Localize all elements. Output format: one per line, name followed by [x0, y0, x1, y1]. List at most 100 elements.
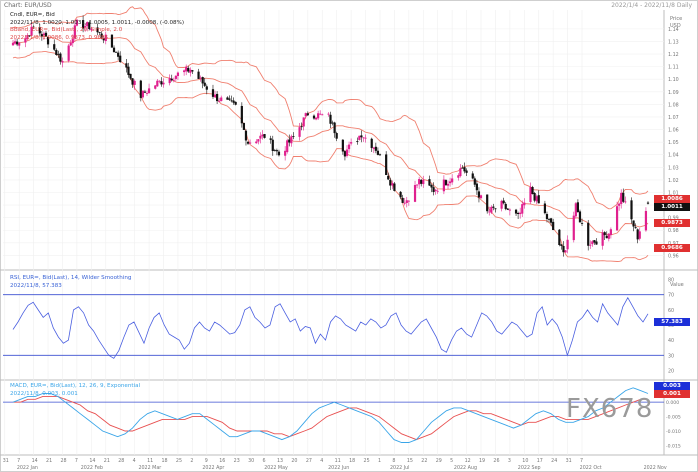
price-tick-label: 1.08: [668, 102, 679, 108]
price-tick-label: 0.98: [668, 228, 679, 234]
candle-body: [370, 138, 373, 148]
candle-body: [587, 222, 590, 246]
candle-body: [341, 139, 344, 152]
price-tick-label: 0.96: [668, 253, 679, 259]
candle-body: [244, 130, 248, 141]
candle-body: [479, 195, 483, 199]
candle-body: [216, 93, 219, 102]
x-month-label: 2022 Jun: [328, 465, 349, 471]
candle-body: [430, 184, 433, 188]
candle-body: [61, 61, 64, 63]
candle-body: [28, 35, 31, 37]
candle-body: [362, 137, 365, 139]
candle-body: [53, 44, 56, 50]
candle-body: [490, 206, 493, 213]
candle-body: [422, 179, 425, 185]
candle-body: [18, 42, 21, 46]
candle-body: [131, 78, 134, 85]
price-tick-label: 1.03: [668, 165, 679, 171]
candle-body: [242, 122, 246, 130]
rsi-tick-label: 50: [668, 323, 674, 329]
candle-body: [232, 100, 235, 103]
candle-body: [127, 66, 130, 75]
candle-body: [160, 81, 163, 85]
candle-body: [434, 189, 437, 191]
candle-body: [55, 50, 58, 55]
candle-body: [459, 168, 462, 177]
candle-body: [57, 53, 60, 55]
x-tick-label: 2: [190, 458, 193, 464]
candle-body: [632, 220, 635, 227]
x-month-label: 2022 Oct: [580, 465, 602, 471]
price-tick-label: 0.99: [668, 216, 679, 222]
bband-lower-line: [12, 51, 649, 262]
candle-body: [356, 141, 359, 142]
candle-body: [477, 191, 481, 198]
macd-value-label: 0.003: [654, 382, 690, 390]
candle-body: [378, 154, 382, 156]
x-tick-label: 11: [147, 458, 153, 464]
candle-body: [119, 55, 122, 63]
x-tick-label: 7: [580, 458, 583, 464]
x-tick-label: 27: [306, 458, 312, 464]
candle-body: [230, 100, 233, 102]
candle-body: [234, 101, 237, 105]
price-axis-title: Price: [670, 16, 682, 22]
x-tick-label: 3: [508, 458, 511, 464]
candle-body: [302, 117, 305, 127]
candle-body: [81, 20, 85, 29]
price-tick-label: 1.10: [668, 77, 679, 83]
candle-body: [550, 218, 553, 223]
candle-body: [595, 241, 598, 245]
candle-body: [636, 229, 639, 240]
candle-body: [67, 45, 70, 61]
candle-body: [275, 150, 278, 152]
x-month-label: 2022 Jan: [17, 465, 38, 471]
candle-body: [543, 203, 547, 214]
candle-body: [286, 140, 289, 153]
x-tick-label: 19: [479, 458, 485, 464]
bband-legend-line-1: BBand, EUR=, Bid(Last), 20, Simple, 2.0: [10, 27, 123, 34]
candle-body: [387, 175, 390, 180]
candle-body: [133, 80, 136, 85]
price-tick-label: 1.14: [668, 27, 679, 33]
candle-body: [246, 141, 250, 144]
candle-body: [176, 72, 180, 77]
candle-body: [358, 135, 361, 140]
candle-body: [174, 75, 177, 79]
macd-tick-label: 0.000: [666, 400, 679, 406]
candle-body: [156, 80, 159, 87]
candle-body: [607, 233, 610, 239]
candle-body: [399, 191, 402, 198]
candle-body: [288, 139, 291, 143]
candle-body: [603, 232, 606, 236]
x-tick-label: 4: [320, 458, 323, 464]
macd-tick-label: -0.005: [666, 415, 681, 421]
bband-middle-line: [12, 35, 649, 236]
macd-legend-line-2: 2022/11/8, 0.003, 0.001: [10, 390, 78, 397]
x-month-label: 2022 Sep: [518, 465, 541, 471]
rsi-value-label: 57.383: [654, 318, 690, 326]
x-tick-label: 10: [522, 458, 528, 464]
candle-body: [248, 142, 252, 144]
candle-body: [572, 215, 575, 241]
candle-body: [506, 208, 509, 210]
x-month-label: 2022 Apr: [202, 465, 224, 471]
candle-body: [16, 41, 19, 45]
candle-body: [335, 133, 338, 139]
rsi-axis-title: Value: [670, 282, 684, 288]
candle-body: [102, 38, 105, 41]
candle-body: [38, 27, 41, 34]
candle-body: [591, 241, 594, 245]
fx678-watermark: FX678: [566, 394, 654, 424]
candle-body: [300, 126, 303, 128]
rsi-tick-label: 70: [668, 293, 674, 299]
x-tick-label: 29: [436, 458, 442, 464]
candle-body: [407, 200, 410, 202]
candle-body: [488, 211, 491, 213]
candle-body: [304, 113, 307, 117]
price-legend-line-1: Cndl, EUR=, Bid: [10, 12, 55, 18]
rsi-tick-label: 20: [668, 368, 674, 374]
candle-body: [69, 42, 72, 46]
